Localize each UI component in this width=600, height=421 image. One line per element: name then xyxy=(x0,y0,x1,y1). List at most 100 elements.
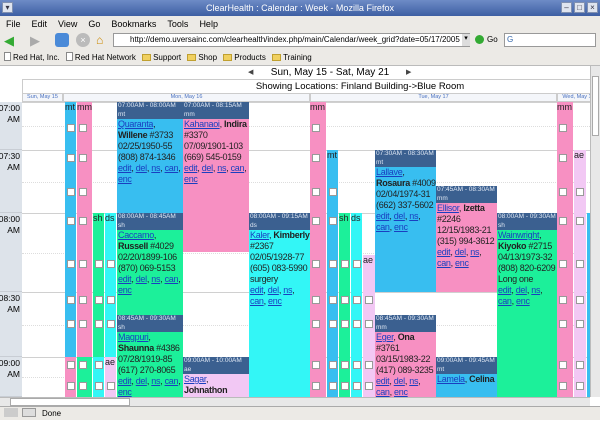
vertical-scrollbar[interactable] xyxy=(590,66,600,397)
appointment-ns-link[interactable]: ns xyxy=(283,285,293,295)
appointment[interactable]: 08:00AM - 08:45AM sh Caccamo, Russell #402… xyxy=(117,213,183,315)
appointment-enc-link[interactable]: enc xyxy=(394,387,408,397)
slot-checkbox[interactable] xyxy=(329,382,337,390)
slot-checkbox[interactable] xyxy=(312,382,320,390)
appointment[interactable]: 07:45AM - 08:30AM mm Ellisor, Izetta #2246… xyxy=(436,186,497,292)
slot-checkbox[interactable] xyxy=(329,296,337,304)
close-button[interactable]: × xyxy=(587,2,598,13)
slot-checkbox[interactable] xyxy=(329,320,337,328)
slot-checkbox[interactable] xyxy=(353,296,361,304)
slot-checkbox[interactable] xyxy=(67,260,75,268)
patient-name-link[interactable]: Ellisor xyxy=(437,203,459,213)
slot-checkbox[interactable] xyxy=(312,188,320,196)
slot-checkbox[interactable] xyxy=(329,361,337,369)
slot-checkbox[interactable] xyxy=(67,188,75,196)
slot-checkbox[interactable] xyxy=(95,382,103,390)
slot-checkbox[interactable] xyxy=(67,361,75,369)
patient-name-link[interactable]: Lallave xyxy=(376,167,403,177)
appointment-enc-link[interactable]: enc xyxy=(118,285,132,295)
patient-name-link[interactable]: Sagar xyxy=(184,374,207,384)
appointment-del-link[interactable]: del xyxy=(135,163,147,173)
appointment-edit-link[interactable]: edit xyxy=(118,163,132,173)
appointment-can-link[interactable]: can xyxy=(164,376,179,386)
appointment-can-link[interactable]: can xyxy=(230,163,245,173)
slot-checkbox[interactable] xyxy=(67,382,75,390)
slot-checkbox[interactable] xyxy=(79,296,87,304)
slot-checkbox[interactable] xyxy=(312,320,320,328)
prev-week-button[interactable]: ◀ xyxy=(248,69,254,76)
appointment-ns-link[interactable]: ns xyxy=(531,285,541,295)
appointment-edit-link[interactable]: edit xyxy=(376,211,390,221)
appointment-edit-link[interactable]: edit xyxy=(118,274,132,284)
appointment[interactable]: 08:45AM - 09:30AM mm Eger, Ona #3761 03/15/… xyxy=(375,315,436,397)
day-header[interactable]: Mon, May 16 xyxy=(63,93,310,102)
slot-checkbox[interactable] xyxy=(559,124,567,132)
appointment-can-link[interactable]: can xyxy=(164,163,179,173)
slot-checkbox[interactable] xyxy=(79,124,87,132)
slot-checkbox[interactable] xyxy=(107,320,115,328)
appointment-edit-link[interactable]: edit xyxy=(118,376,132,386)
slot-checkbox[interactable] xyxy=(95,296,103,304)
appointment-enc-link[interactable]: enc xyxy=(394,222,408,232)
day-header[interactable]: Tue, May 17 xyxy=(310,93,557,102)
slot-checkbox[interactable] xyxy=(67,217,75,225)
appointment-enc-link[interactable]: enc xyxy=(268,296,282,306)
slot-checkbox[interactable] xyxy=(312,296,320,304)
slot-checkbox[interactable] xyxy=(365,320,373,328)
slot-checkbox[interactable] xyxy=(312,154,320,162)
appointment-edit-link[interactable]: edit xyxy=(437,247,451,257)
slot-checkbox[interactable] xyxy=(559,154,567,162)
slot-checkbox[interactable] xyxy=(312,217,320,225)
next-week-button[interactable]: ▶ xyxy=(406,69,412,76)
menu-bookmarks[interactable]: Bookmarks xyxy=(111,19,157,29)
slot-checkbox[interactable] xyxy=(559,382,567,390)
slot-checkbox[interactable] xyxy=(341,382,349,390)
bookmark-training[interactable]: Training xyxy=(272,53,312,62)
url-dropdown-icon[interactable]: ▾ xyxy=(462,34,470,46)
menu-go[interactable]: Go xyxy=(88,19,101,29)
appointment[interactable]: 07:30AM - 08:30AM mt Lallave, Rosaura #400… xyxy=(375,150,436,292)
appointment-ns-link[interactable]: ns xyxy=(409,376,419,386)
slot-checkbox[interactable] xyxy=(365,361,373,369)
slot-checkbox[interactable] xyxy=(329,188,337,196)
bookmark-shop[interactable]: Shop xyxy=(187,53,217,62)
slot-checkbox[interactable] xyxy=(79,320,87,328)
home-icon[interactable]: ⌂ xyxy=(96,33,104,47)
patient-name-link[interactable]: Eger xyxy=(376,332,394,342)
slot-checkbox[interactable] xyxy=(67,296,75,304)
appointment-ns-link[interactable]: ns xyxy=(409,211,419,221)
appointment-ns-link[interactable]: ns xyxy=(151,376,161,386)
appointment-enc-link[interactable]: enc xyxy=(118,174,132,184)
slot-checkbox[interactable] xyxy=(353,320,361,328)
appointment-enc-link[interactable]: enc xyxy=(184,174,198,184)
go-icon[interactable] xyxy=(475,35,484,44)
slot-checkbox[interactable] xyxy=(576,260,584,268)
bookmark-red-hat[interactable]: Red Hat, Inc. xyxy=(4,52,60,62)
slot-checkbox[interactable] xyxy=(353,382,361,390)
appointment-del-link[interactable]: del xyxy=(135,376,147,386)
scroll-thumb[interactable] xyxy=(10,398,130,406)
slot-checkbox[interactable] xyxy=(67,154,75,162)
patient-name-link[interactable]: Wainwright xyxy=(498,230,540,240)
horizontal-scrollbar[interactable] xyxy=(0,397,590,406)
appointment-ns-link[interactable]: ns xyxy=(217,163,227,173)
slot-checkbox[interactable] xyxy=(576,361,584,369)
patient-name-link[interactable]: Caccamo xyxy=(118,230,154,240)
scroll-thumb[interactable] xyxy=(592,76,599,136)
slot-checkbox[interactable] xyxy=(341,296,349,304)
appointment-enc-link[interactable]: enc xyxy=(455,258,469,268)
appointment-ns-link[interactable]: ns xyxy=(151,274,161,284)
stop-icon[interactable]: × xyxy=(76,33,90,47)
appointment-del-link[interactable]: del xyxy=(201,163,213,173)
search-input[interactable]: G xyxy=(504,33,596,47)
slot-checkbox[interactable] xyxy=(79,382,87,390)
menu-view[interactable]: View xyxy=(58,19,78,29)
slot-checkbox[interactable] xyxy=(353,260,361,268)
bookmark-support[interactable]: Support xyxy=(142,53,181,62)
slot-checkbox[interactable] xyxy=(353,361,361,369)
slot-checkbox[interactable] xyxy=(329,217,337,225)
slot-checkbox[interactable] xyxy=(95,361,103,369)
slot-checkbox[interactable] xyxy=(576,320,584,328)
appointment-edit-link[interactable]: edit xyxy=(184,163,198,173)
patient-name-link[interactable]: Kaler xyxy=(250,230,270,240)
